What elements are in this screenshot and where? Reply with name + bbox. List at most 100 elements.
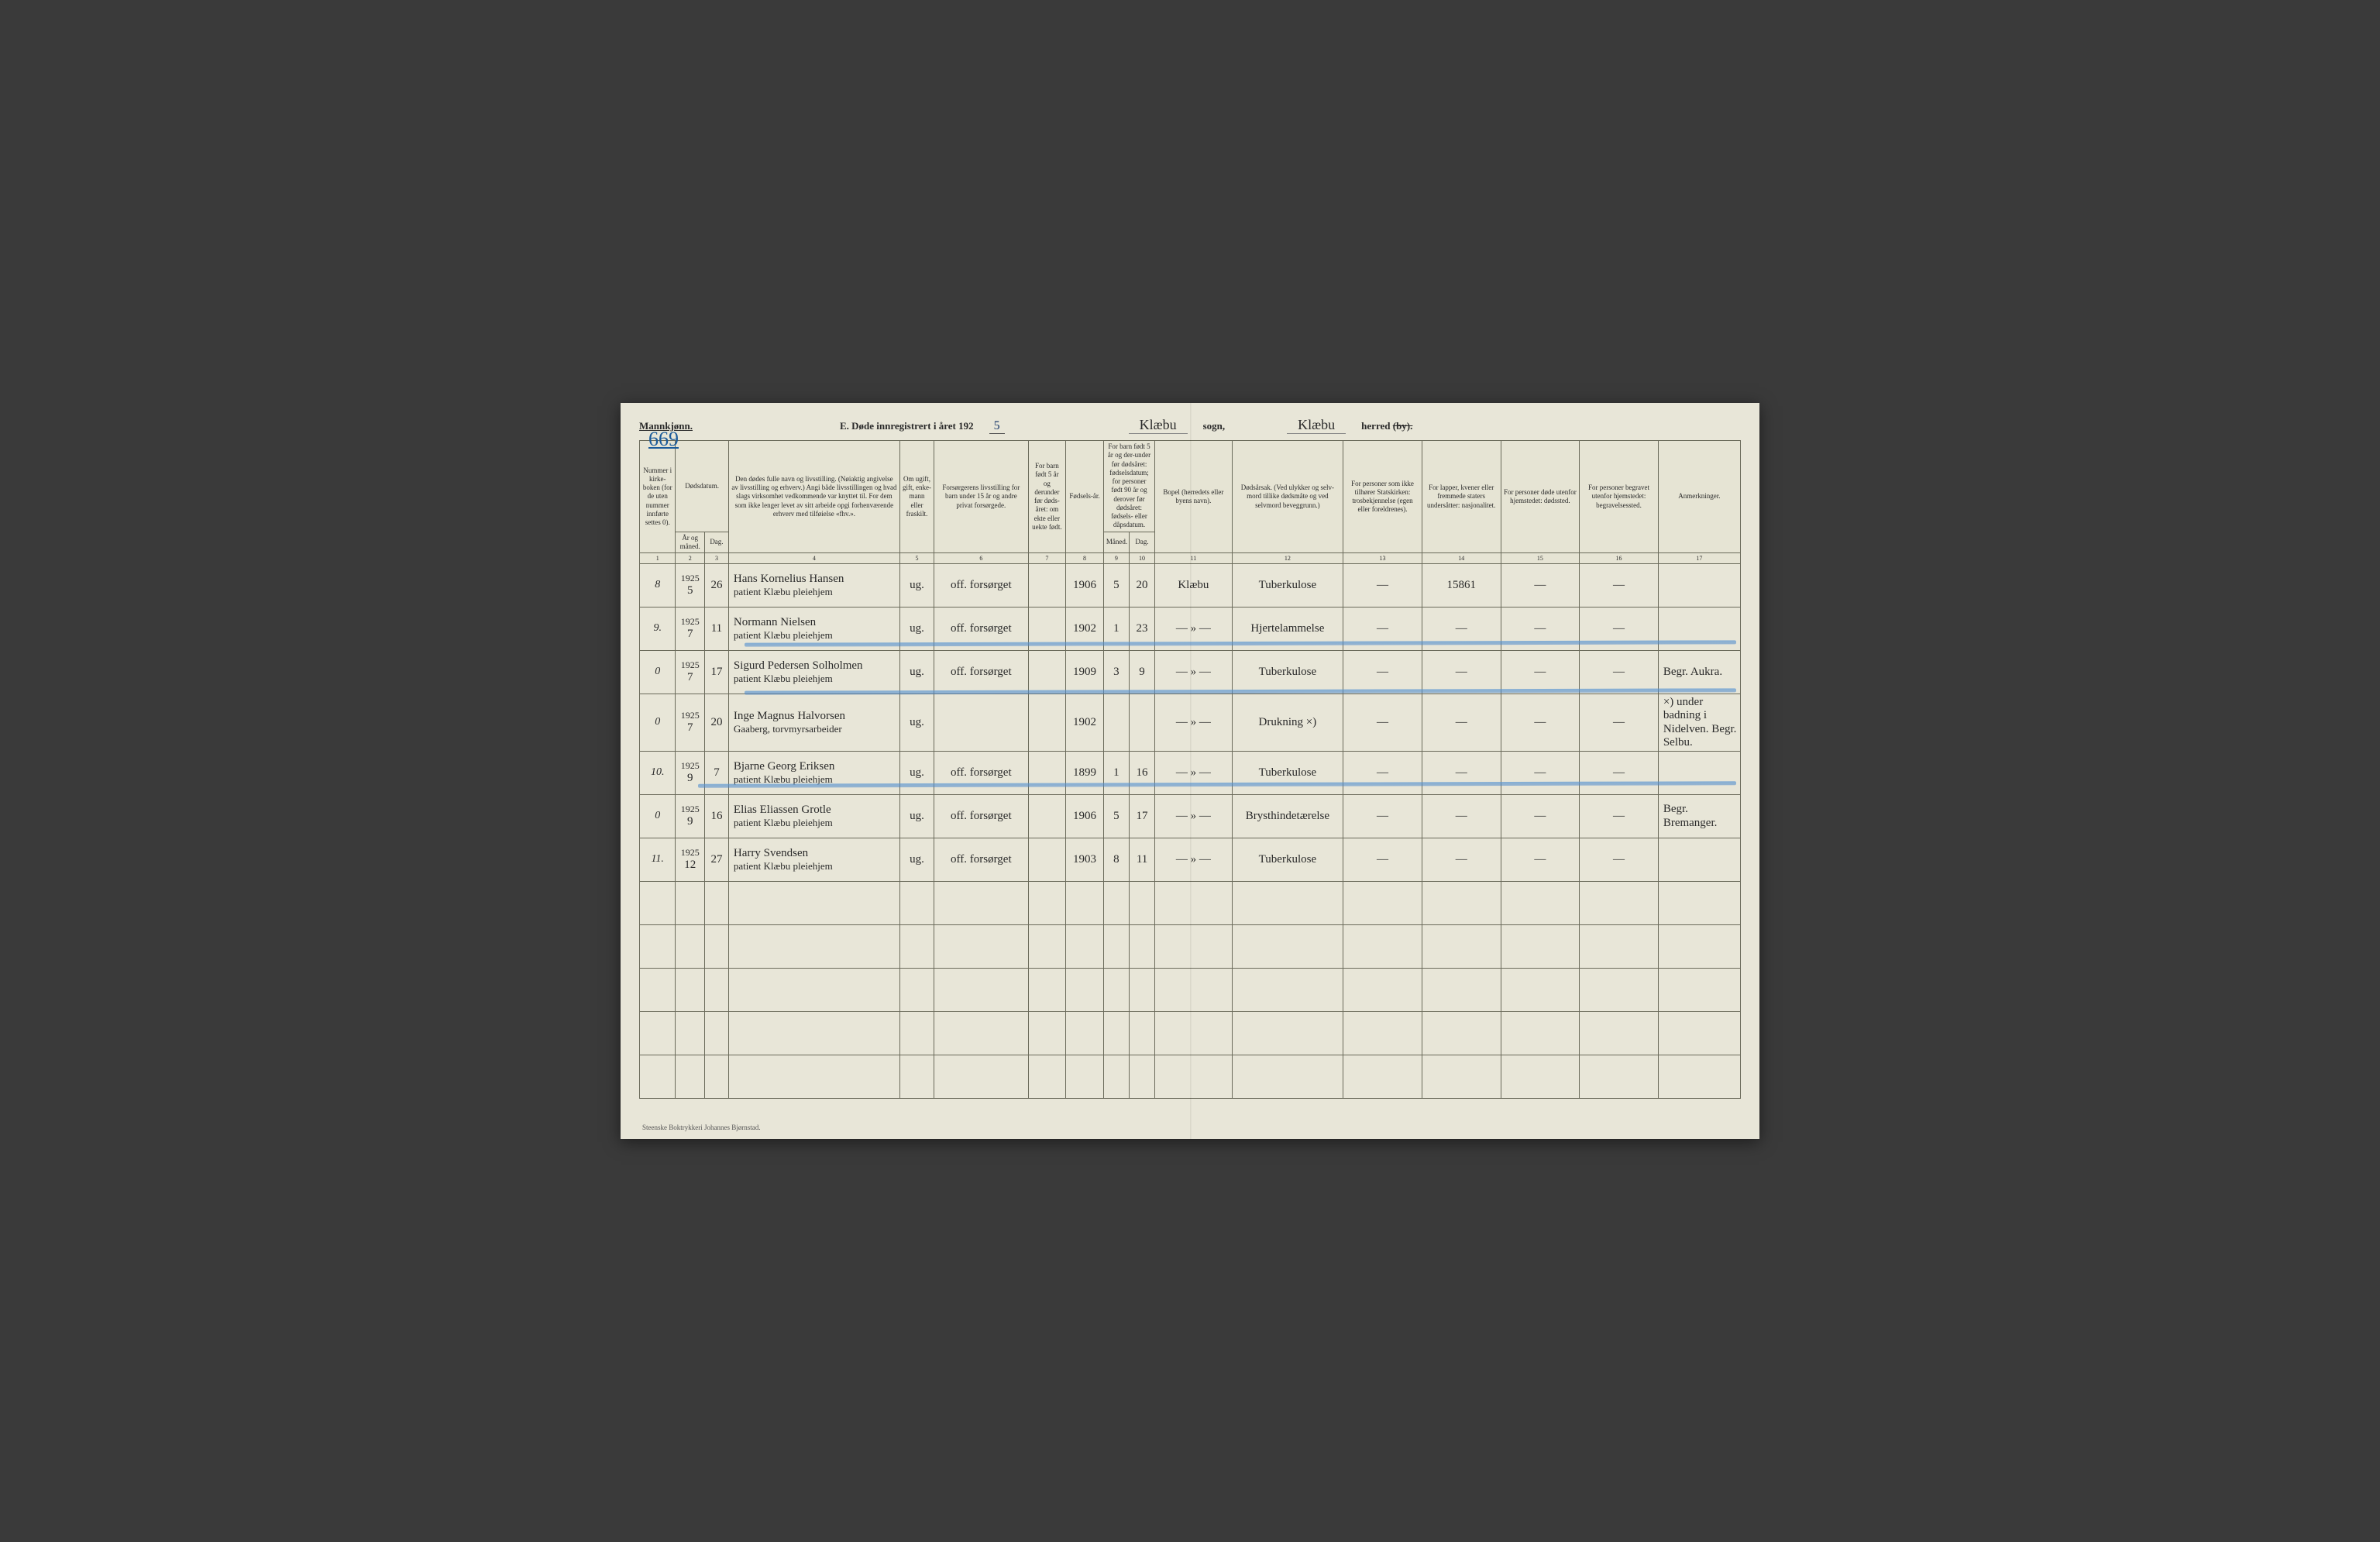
cell-blank — [1129, 1012, 1154, 1055]
col-number: 13 — [1343, 553, 1422, 564]
col-17-header: Anmerkninger. — [1658, 441, 1740, 553]
cell-blank — [1232, 925, 1343, 969]
table-row: 01925916Elias Eliassen Grotlepatient Klæ… — [640, 795, 1741, 838]
ledger-table: Nummer i kirke-boken (for de uten nummer… — [639, 440, 1741, 1099]
cell: — — [1501, 752, 1580, 795]
cell-blank — [676, 925, 705, 969]
cell: Brysthindetærelse — [1232, 795, 1343, 838]
cell: off. forsørget — [934, 608, 1029, 651]
cell: 15861 — [1422, 564, 1501, 608]
cell: ug. — [899, 564, 934, 608]
cell-blank — [640, 1012, 676, 1055]
col-2b-header: Dag. — [704, 532, 728, 553]
cell-blank — [1103, 882, 1129, 925]
cell: — » — — [1155, 752, 1232, 795]
cell: — — [1343, 651, 1422, 694]
cell: off. forsørget — [934, 795, 1029, 838]
table-row-blank — [640, 882, 1741, 925]
table-row-blank — [640, 969, 1741, 1012]
cell: 1902 — [1066, 608, 1104, 651]
col-number: 14 — [1422, 553, 1501, 564]
cell: off. forsørget — [934, 564, 1029, 608]
cell-blank — [1129, 882, 1154, 925]
cell-blank — [1066, 1012, 1104, 1055]
cell-blank — [1129, 969, 1154, 1012]
col-number: 1 — [640, 553, 676, 564]
col-14-header: For lapper, kvener eller fremmede stater… — [1422, 441, 1501, 553]
cell: ug. — [899, 694, 934, 752]
herred-text: herred — [1361, 420, 1393, 432]
cell-blank — [1580, 969, 1659, 1012]
table-row-blank — [640, 1055, 1741, 1099]
table-row-blank — [640, 1012, 1741, 1055]
cell: — — [1501, 795, 1580, 838]
cell-blank — [1422, 1055, 1501, 1099]
printer-footer: Steenske Boktrykkeri Johannes Bjørnstad. — [642, 1124, 760, 1131]
cell-blank — [704, 1012, 728, 1055]
cell: — — [1580, 752, 1659, 795]
col-number: 17 — [1658, 553, 1740, 564]
cell: 192512 — [676, 838, 705, 882]
sogn-label: sogn, — [1203, 420, 1226, 432]
cell-blank — [1422, 925, 1501, 969]
col-number: 3 — [704, 553, 728, 564]
cell-blank — [640, 882, 676, 925]
cell-blank — [728, 969, 899, 1012]
col-7-header: For barn født 5 år og derunder før døds-… — [1028, 441, 1066, 553]
cell-blank — [1580, 882, 1659, 925]
cell-blank — [1155, 1012, 1232, 1055]
cell: — » — — [1155, 795, 1232, 838]
cell-blank — [1103, 925, 1129, 969]
table-row: 11.19251227Harry Svendsenpatient Klæbu p… — [640, 838, 1741, 882]
cell-blank — [704, 925, 728, 969]
herred-label: herred (by). — [1361, 420, 1412, 432]
cell-blank — [1129, 1055, 1154, 1099]
cell-blank — [899, 969, 934, 1012]
cell — [1028, 752, 1066, 795]
col-12-header: Dødsårsak. (Ved ulykker og selv-mord til… — [1232, 441, 1343, 553]
cell: Tuberkulose — [1232, 838, 1343, 882]
herred-value: Klæbu — [1287, 417, 1346, 434]
cell: — » — — [1155, 694, 1232, 752]
sogn-value: Klæbu — [1129, 417, 1188, 434]
cell-blank — [704, 969, 728, 1012]
cell: 16 — [1129, 752, 1154, 795]
cell-blank — [1658, 1012, 1740, 1055]
cell: — — [1422, 795, 1501, 838]
cell: 10. — [640, 752, 676, 795]
cell-blank — [676, 882, 705, 925]
cell-blank — [1422, 969, 1501, 1012]
cell-blank — [934, 925, 1029, 969]
by-struck: (by). — [1393, 420, 1413, 432]
cell: 1909 — [1066, 651, 1104, 694]
cell-blank — [1103, 1055, 1129, 1099]
cell: Harry Svendsenpatient Klæbu pleiehjem — [728, 838, 899, 882]
cell: Drukning ×) — [1232, 694, 1343, 752]
cell — [1658, 608, 1740, 651]
column-numbers-row: 1234567891011121314151617 — [640, 553, 1741, 564]
cell: 9. — [640, 608, 676, 651]
col-13-header: For personer som ikke tilhører Statskirk… — [1343, 441, 1422, 553]
cell: Hans Kornelius Hansenpatient Klæbu pleie… — [728, 564, 899, 608]
cell: off. forsørget — [934, 838, 1029, 882]
cell-blank — [1422, 882, 1501, 925]
cell: 19257 — [676, 651, 705, 694]
col-2a-header: År og måned. — [676, 532, 705, 553]
cell — [1028, 608, 1066, 651]
cell-blank — [934, 1055, 1029, 1099]
cell-blank — [1028, 882, 1066, 925]
cell: 5 — [1103, 795, 1129, 838]
cell-blank — [1501, 1055, 1580, 1099]
page-header: Mannkjønn. E. Døde innregistrert i året … — [639, 417, 1741, 434]
cell-blank — [1028, 969, 1066, 1012]
cell-blank — [1155, 1055, 1232, 1099]
cell-blank — [704, 882, 728, 925]
cell-blank — [1066, 882, 1104, 925]
table-row: 10.192597Bjarne Georg Eriksenpatient Klæ… — [640, 752, 1741, 795]
cell-blank — [899, 925, 934, 969]
cell — [1129, 694, 1154, 752]
cell: — — [1343, 795, 1422, 838]
cell-blank — [1232, 1012, 1343, 1055]
cell: ug. — [899, 795, 934, 838]
col-9-group: For barn født 5 år og der-under før døds… — [1103, 441, 1154, 532]
